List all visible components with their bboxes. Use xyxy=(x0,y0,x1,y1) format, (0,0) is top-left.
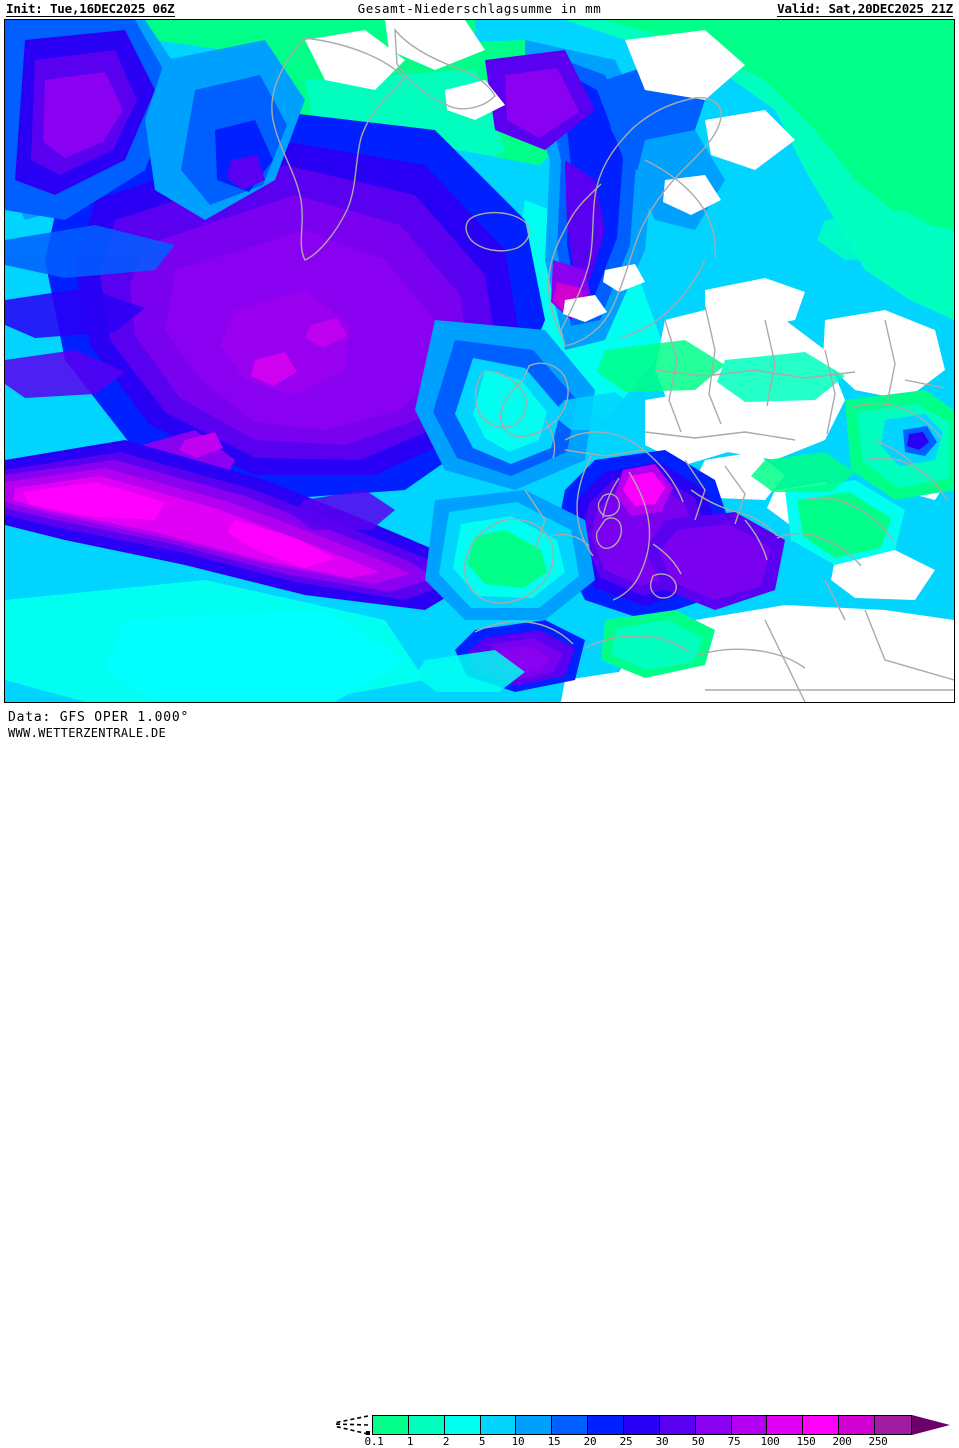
legend-tick-label: 50 xyxy=(691,1435,705,1448)
legend-tick-label: 2 xyxy=(442,1435,450,1448)
band-italy-alps xyxy=(555,450,905,620)
band-southwest-magenta xyxy=(5,440,475,610)
map-header: Init: Tue,16DEC2025 06Z Gesamt-Niedersch… xyxy=(0,0,959,17)
legend-swatch xyxy=(408,1416,445,1434)
map-frame xyxy=(4,19,955,703)
legend-swatch xyxy=(373,1416,409,1434)
band-british-isles xyxy=(415,320,595,490)
legend-swatch xyxy=(588,1416,625,1434)
legend-swatch xyxy=(767,1416,804,1434)
init-time-label: Init: Tue,16DEC2025 06Z xyxy=(6,1,175,17)
coastlines-and-borders xyxy=(271,27,954,702)
legend-tick-label: 5 xyxy=(478,1435,486,1448)
legend-swatch xyxy=(695,1416,732,1434)
legend-swatch xyxy=(731,1416,768,1434)
legend-tick-label: 250 xyxy=(868,1435,888,1448)
precipitation-legend: 0.1 1 2 5 10 15 20 25 30 50 75 100 150 200 250 xyxy=(330,1411,959,1448)
website-label: WWW.WETTERZENTRALE.DE xyxy=(8,726,167,740)
legend-swatch xyxy=(516,1416,553,1434)
legend-tick-labels: 0.1 1 2 5 10 15 20 25 30 50 75 100 150 200 250 xyxy=(365,1435,912,1448)
legend-swatch xyxy=(875,1416,911,1434)
legend-tick-label: 30 xyxy=(655,1435,669,1448)
legend-overflow-arrow-icon xyxy=(912,1415,950,1435)
legend-swatch xyxy=(552,1416,589,1434)
band-greenland-iceland xyxy=(5,20,305,220)
band-eastern-med xyxy=(845,390,954,500)
legend-tick-label: 100 xyxy=(760,1435,780,1448)
valid-time-label: Valid: Sat,20DEC2025 21Z xyxy=(777,1,953,17)
data-source-label: Data: GFS OPER 1.000° xyxy=(8,710,190,725)
legend-swatch xyxy=(480,1416,517,1434)
precipitation-map-canvas xyxy=(5,20,954,702)
legend-swatch xyxy=(624,1416,660,1434)
legend-tick-label: 0.1 xyxy=(364,1435,384,1448)
legend-tick-label: 200 xyxy=(832,1435,852,1448)
legend-tick-label: 10 xyxy=(511,1435,525,1448)
precipitation-filaments xyxy=(5,210,945,692)
legend-swatch xyxy=(839,1416,876,1434)
legend-swatch xyxy=(444,1416,481,1434)
legend-tick-label: 75 xyxy=(727,1435,741,1448)
page-title: Gesamt-Niederschlagsumme in mm xyxy=(357,1,602,16)
legend-tick-label: 25 xyxy=(619,1435,633,1448)
init-time-text: Init: Tue,16DEC2025 06Z xyxy=(6,1,175,17)
legend-tick-label: 20 xyxy=(583,1435,597,1448)
valid-time-text: Valid: Sat,20DEC2025 21Z xyxy=(777,1,953,17)
legend-swatch xyxy=(803,1416,840,1434)
legend-swatch xyxy=(659,1416,696,1434)
legend-tick-label: 150 xyxy=(796,1435,816,1448)
legend-color-bar xyxy=(372,1415,912,1435)
dry-land-regions xyxy=(305,20,954,702)
map-footer: Data: GFS OPER 1.000° WWW.WETTERZENTRALE… xyxy=(0,705,959,1448)
below-threshold-wedge-icon xyxy=(333,1415,370,1435)
legend-tick-label: 1 xyxy=(406,1435,414,1448)
legend-tick-label: 15 xyxy=(547,1435,561,1448)
